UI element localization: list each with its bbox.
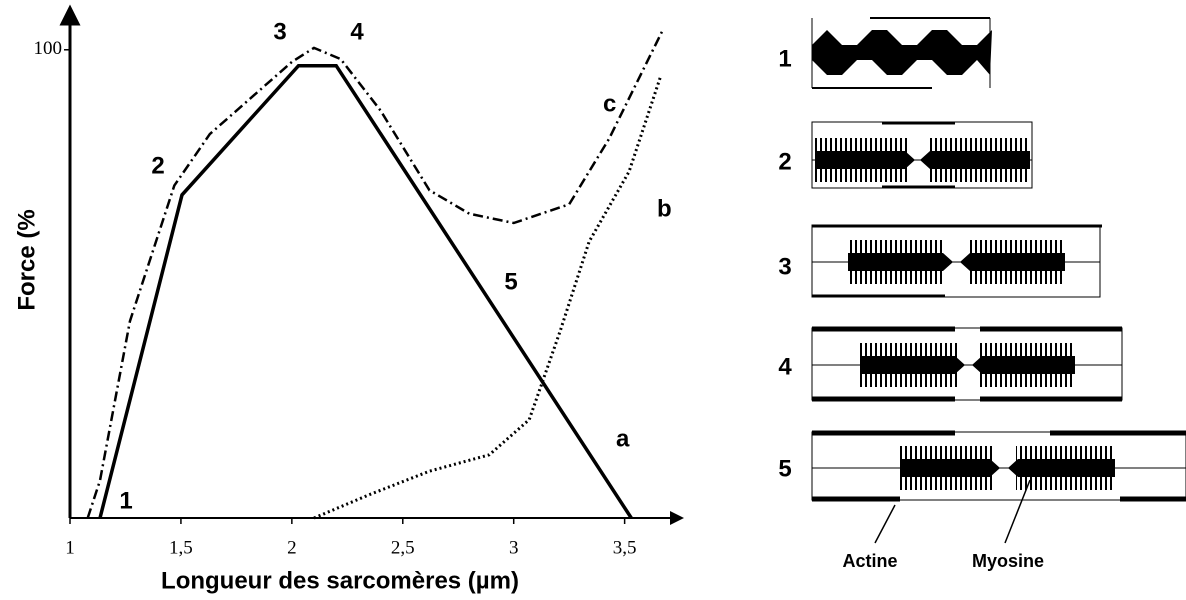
panel-number: 3 <box>778 253 791 280</box>
curve <box>86 30 664 519</box>
myosin <box>860 356 965 374</box>
actin-label: Actine <box>842 551 897 571</box>
curve <box>98 63 633 519</box>
myosin <box>972 356 1075 374</box>
x-tick-label: 3,5 <box>613 537 637 558</box>
sarcomere-diagram: 1 2 3 4 5 Actine Myosine <box>778 17 1186 571</box>
point-label: 2 <box>151 152 164 179</box>
myosin-label: Myosine <box>972 551 1044 571</box>
point-label: 3 <box>273 18 286 45</box>
curve-label: a <box>616 425 630 452</box>
y-axis-label: Force (% <box>13 209 40 310</box>
x-tick-label: 1 <box>65 537 75 558</box>
frame <box>811 431 1186 501</box>
curve-label: c <box>603 90 616 117</box>
curve <box>313 77 662 520</box>
panel-number: 5 <box>778 455 791 482</box>
pointer <box>1004 479 1031 544</box>
myosin <box>848 253 953 271</box>
point-label: 5 <box>504 268 517 295</box>
pointer <box>874 504 896 544</box>
panel-number: 4 <box>778 353 792 380</box>
myosin <box>1008 459 1115 477</box>
myosin-zigzag <box>812 30 992 75</box>
x-axis-label: Longueur des sarcomères (µm) <box>161 567 519 594</box>
myosin <box>900 459 1000 477</box>
x-tick-label: 2,5 <box>391 537 415 558</box>
x-tick-label: 1,5 <box>169 537 193 558</box>
y-tick-label: 100 <box>34 38 63 59</box>
x-tick-label: 2 <box>287 537 297 558</box>
curve-label: b <box>657 195 672 222</box>
frame <box>811 327 1123 401</box>
point-label: 4 <box>350 18 364 45</box>
myosin <box>815 151 915 169</box>
panel-number: 2 <box>778 148 791 175</box>
x-tick-label: 3 <box>509 537 519 558</box>
point-label: 1 <box>119 487 132 514</box>
myosin <box>960 253 1065 271</box>
myosin <box>920 151 1030 169</box>
panel-number: 1 <box>778 45 791 72</box>
